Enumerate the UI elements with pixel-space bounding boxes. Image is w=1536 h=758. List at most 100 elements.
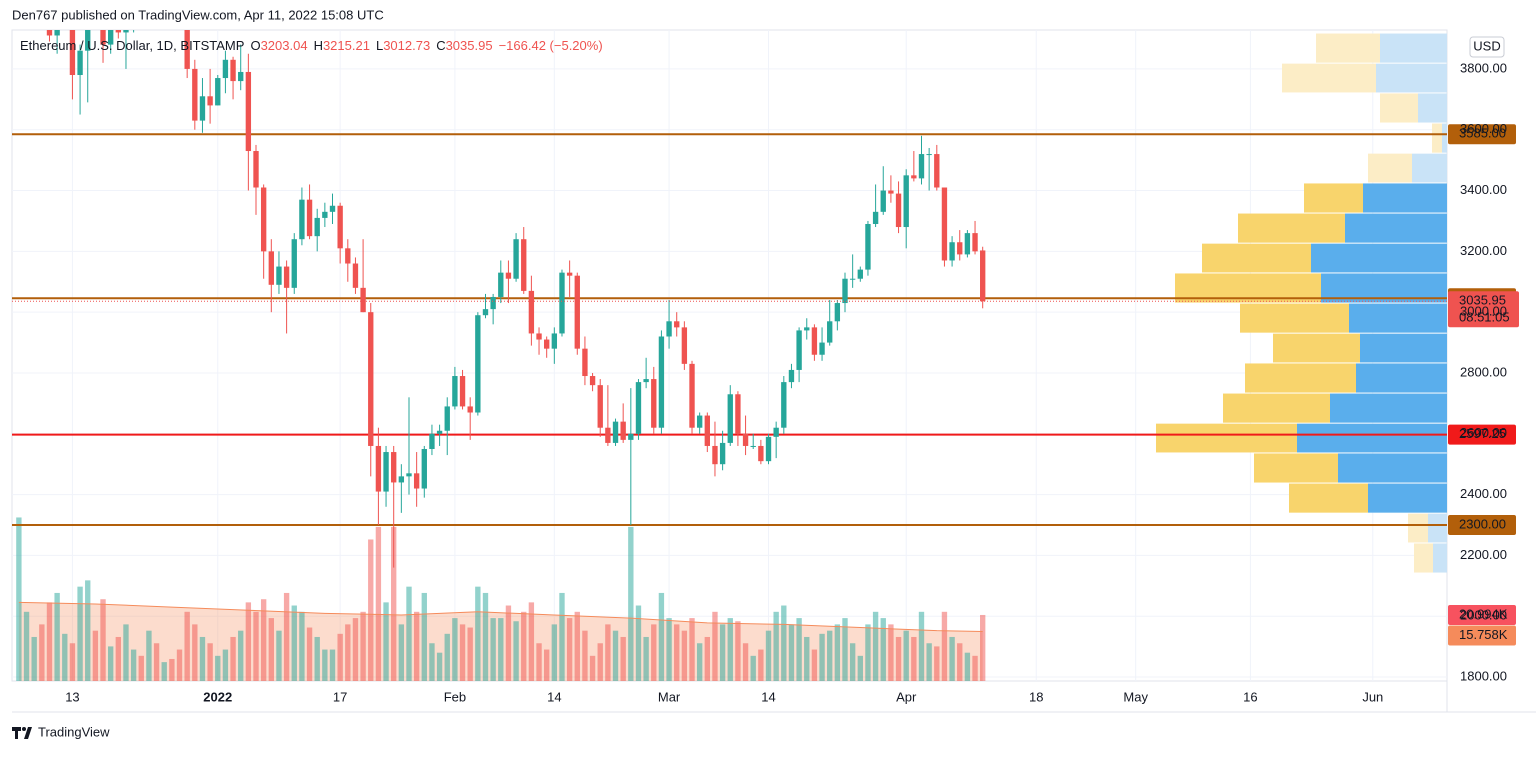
volume-label: 20.994K: [1459, 606, 1508, 621]
profile-down: [1245, 363, 1356, 393]
candle-body: [903, 175, 909, 228]
volume-bar: [260, 599, 267, 681]
profile-up: [1338, 453, 1447, 483]
candle-body: [758, 445, 764, 462]
volume-bar: [413, 611, 420, 681]
profile-up: [1380, 33, 1447, 63]
candle-body: [658, 336, 665, 428]
volume-bar: [391, 526, 397, 681]
volume-bar: [758, 649, 764, 681]
volume-bar: [750, 655, 756, 681]
volume-bar: [696, 643, 703, 681]
level-label: 2300.00: [1459, 516, 1506, 531]
candle-body: [398, 476, 405, 483]
profile-down: [1316, 33, 1380, 63]
volume-bar: [742, 643, 749, 681]
volume-bar: [674, 624, 680, 681]
legend: Ethereum / U.S. Dollar, 1D, BITSTAMP O320…: [20, 38, 603, 53]
volume-bar: [452, 618, 458, 681]
profile-up: [1311, 243, 1447, 273]
volume-bar: [551, 624, 558, 681]
candle-body: [429, 433, 435, 449]
candle-body: [926, 154, 932, 156]
volume-bar: [536, 643, 542, 681]
logo-mark: [12, 727, 32, 739]
candle-body: [811, 327, 818, 355]
volume-bar: [781, 605, 787, 681]
candle-body: [513, 239, 519, 279]
overlay: 3585.003045.712597.252300.003035.9508:51…: [1448, 124, 1519, 646]
volume-bar: [245, 602, 252, 681]
volume-bar: [161, 662, 167, 681]
volume-bar: [903, 630, 909, 681]
y-tick-label: 2200.00: [1460, 547, 1507, 562]
profile-up: [1442, 123, 1447, 153]
candle-body: [192, 68, 198, 121]
volume-bar: [115, 636, 122, 681]
volume-bar: [360, 611, 366, 681]
candle-body: [804, 327, 810, 331]
candle-body: [895, 193, 902, 228]
volume-badge: [1448, 604, 1516, 625]
candle-body: [796, 330, 802, 370]
volume-bar: [888, 624, 894, 681]
candle-body: [773, 427, 779, 437]
candle-body: [459, 376, 466, 407]
volume-bar: [475, 586, 481, 681]
profile-up: [1418, 93, 1447, 123]
volume-bar: [329, 649, 336, 681]
candle-body: [123, 30, 129, 33]
candle-body: [750, 445, 756, 447]
logo-dot: [22, 727, 26, 731]
profile-up: [1363, 183, 1447, 213]
candle-body: [712, 445, 718, 465]
candle-body: [888, 190, 894, 194]
volume-bar: [169, 658, 175, 681]
candle-body: [482, 309, 489, 316]
candle-body: [574, 275, 580, 349]
publisher: Den767 published on TradingView.com, Apr…: [12, 7, 384, 22]
candle-body: [964, 233, 971, 255]
volume-bar: [926, 643, 932, 681]
candle-body: [666, 321, 672, 337]
volume-bar: [628, 526, 634, 681]
legend-item: Ethereum / U.S. Dollar, 1D, BITSTAMP: [20, 38, 244, 53]
candle-body: [268, 251, 274, 285]
candle-body: [337, 205, 343, 249]
profile-up: [1376, 63, 1447, 93]
volume-bar: [857, 655, 863, 681]
profile-up: [1412, 153, 1447, 183]
candle-body: [100, 30, 106, 45]
y-tick-label: 1800.00: [1460, 668, 1507, 683]
volume-bar: [215, 655, 221, 681]
profile-up: [1368, 483, 1447, 513]
currency-button[interactable]: [1469, 36, 1505, 58]
candle-body: [406, 473, 412, 477]
profile-down: [1408, 513, 1428, 543]
candle-body: [421, 448, 427, 489]
volume-bar: [811, 649, 818, 681]
candle-body: [612, 421, 619, 443]
profile-down: [1368, 153, 1412, 183]
candle-body: [352, 263, 359, 288]
volume-bar: [612, 630, 619, 681]
profile-down: [1156, 423, 1297, 453]
volume-bar: [467, 627, 473, 681]
profile-up: [1433, 543, 1447, 573]
candle-body: [727, 394, 733, 443]
volume-bar: [54, 592, 60, 681]
candle-body: [452, 376, 458, 407]
candle-body: [329, 205, 336, 212]
volume-bar: [268, 618, 274, 681]
candle-body: [69, 30, 76, 76]
currency[interactable]: USD: [1473, 38, 1500, 53]
candle-body: [643, 379, 649, 383]
candle-body: [911, 175, 917, 179]
candle-body: [980, 250, 986, 302]
y-tick-label: 2600.00: [1460, 425, 1507, 440]
logo: TradingView: [12, 724, 110, 739]
candle-body: [536, 333, 542, 340]
x-tick-label: 14: [547, 689, 561, 704]
candle-body: [849, 278, 856, 280]
candle-body: [413, 473, 420, 489]
